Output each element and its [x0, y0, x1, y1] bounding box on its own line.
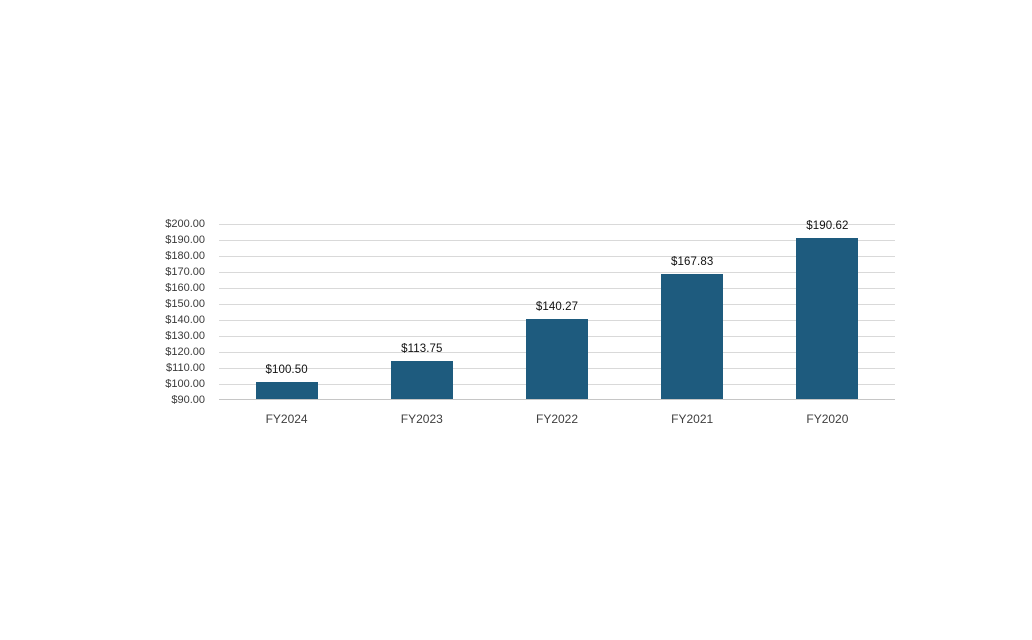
bar-FY2024[interactable]	[255, 382, 318, 399]
y-tick-label: $180.00	[165, 250, 205, 262]
gridline	[219, 224, 895, 225]
y-tick-label: $200.00	[165, 218, 205, 230]
bar-data-label: $113.75	[401, 343, 443, 355]
bar-data-label: $190.62	[806, 220, 849, 232]
bar-FY2023[interactable]	[390, 361, 453, 399]
bar-FY2022[interactable]	[526, 318, 588, 399]
bar-data-label: $100.50	[265, 364, 308, 377]
y-tick-label: $150.00	[165, 298, 205, 310]
x-category-label-FY2020: FY2020	[806, 412, 849, 426]
y-tick-label: $120.00	[165, 346, 205, 358]
y-tick-label: $160.00	[165, 282, 205, 294]
x-category-label-FY2021: FY2021	[671, 412, 714, 426]
gridline	[219, 288, 895, 289]
y-tick-label: $170.00	[165, 266, 205, 278]
bar-FY2020[interactable]	[796, 238, 859, 399]
bar-data-label: $167.83	[671, 256, 714, 269]
gridline	[219, 304, 895, 305]
y-tick-label: $90.00	[171, 394, 205, 406]
gridline	[219, 240, 895, 241]
x-axis-line	[219, 399, 895, 400]
y-tick-label: $100.00	[165, 378, 205, 390]
bar-FY2021[interactable]	[661, 274, 724, 399]
bar-data-label: $140.27	[535, 300, 579, 313]
gridline	[219, 256, 895, 257]
gridline	[219, 272, 895, 273]
x-category-label-FY2023: FY2023	[400, 412, 443, 426]
y-tick-label: $130.00	[165, 330, 205, 342]
y-tick-label: $140.00	[165, 314, 205, 326]
y-tick-label: $110.00	[166, 362, 205, 374]
x-category-label-FY2022: FY2022	[535, 412, 579, 426]
y-tick-label: $190.00	[165, 234, 205, 246]
x-category-label-FY2024: FY2024	[265, 412, 308, 426]
bar-chart-plot-area	[219, 224, 895, 400]
